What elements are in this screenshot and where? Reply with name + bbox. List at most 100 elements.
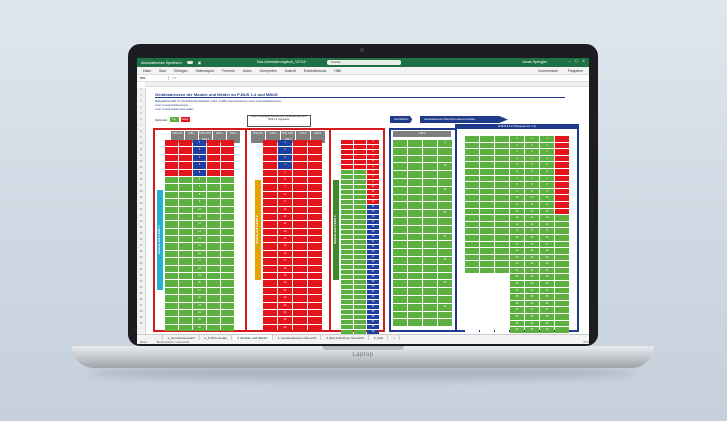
module-cell[interactable] — [165, 324, 178, 332]
menu-item[interactable]: Formeln — [222, 68, 235, 73]
module-cell[interactable] — [495, 168, 509, 175]
module-cell[interactable]: 14 — [510, 221, 524, 228]
module-cell[interactable] — [308, 147, 322, 154]
module-cell[interactable]: 24 — [278, 309, 292, 317]
module-cell[interactable]: 24 — [525, 287, 539, 294]
module-cell[interactable]: 3 — [525, 149, 539, 155]
module-cell[interactable] — [179, 309, 192, 317]
module-cell[interactable] — [341, 190, 353, 194]
module-cell[interactable] — [263, 191, 277, 199]
module-cell[interactable] — [165, 206, 178, 213]
module-cell[interactable]: 18 — [540, 248, 554, 254]
module-cell[interactable] — [408, 140, 422, 147]
module-cell[interactable]: 1 — [278, 140, 292, 147]
module-cell[interactable] — [308, 169, 322, 176]
module-cell[interactable] — [263, 147, 277, 154]
module-cell[interactable]: 31 — [367, 290, 379, 294]
module-cell[interactable]: 1 — [540, 136, 554, 142]
module-cell[interactable] — [423, 233, 437, 241]
module-cell[interactable] — [293, 309, 307, 317]
menu-item[interactable]: Entwicklertools — [303, 68, 327, 73]
module-cell[interactable]: 46 — [438, 256, 452, 264]
module-cell[interactable]: 20 — [278, 280, 292, 287]
module-cell[interactable] — [393, 280, 407, 288]
module-cell[interactable] — [495, 208, 509, 215]
module-cell[interactable] — [555, 182, 569, 188]
module-cell[interactable] — [341, 325, 353, 329]
module-cell[interactable] — [341, 290, 353, 294]
module-cell[interactable] — [393, 163, 407, 171]
module-cell[interactable]: 11 — [510, 201, 524, 208]
module-cell[interactable] — [293, 228, 307, 236]
module-cell[interactable] — [341, 310, 353, 314]
close-icon[interactable]: ✕ — [581, 59, 585, 63]
module-cell[interactable] — [308, 162, 322, 169]
module-cell[interactable]: 28 — [367, 275, 379, 279]
module-cell[interactable] — [179, 191, 192, 199]
minimize-icon[interactable]: – — [568, 59, 571, 63]
menu-item[interactable]: Ansicht — [284, 68, 296, 73]
module-cell[interactable] — [423, 186, 437, 194]
module-cell[interactable] — [207, 199, 220, 206]
module-cell[interactable]: 13 — [525, 215, 539, 221]
module-cell[interactable] — [293, 184, 307, 191]
module-cell[interactable] — [408, 264, 422, 272]
module-cell[interactable] — [221, 228, 234, 236]
module-cell[interactable] — [263, 213, 277, 221]
module-cell[interactable] — [341, 205, 353, 209]
module-cell[interactable]: 19 — [193, 273, 206, 280]
module-cell[interactable] — [341, 280, 353, 284]
module-cell[interactable] — [423, 319, 437, 327]
module-cell[interactable] — [293, 258, 307, 265]
module-cell[interactable]: 2 — [540, 142, 554, 149]
module-cell[interactable]: 15 — [193, 243, 206, 250]
module-cell[interactable] — [165, 258, 178, 265]
module-cell[interactable]: 18 — [193, 265, 206, 273]
module-cell[interactable] — [495, 175, 509, 182]
module-cell[interactable] — [354, 290, 366, 294]
module-cell[interactable] — [438, 225, 452, 233]
module-cell[interactable] — [221, 213, 234, 221]
module-cell[interactable]: 25 — [278, 317, 292, 324]
module-cell[interactable] — [354, 280, 366, 284]
module-cell[interactable] — [393, 241, 407, 249]
module-cell[interactable] — [408, 147, 422, 155]
module-cell[interactable]: 27 — [540, 307, 554, 314]
module-cell[interactable]: 21 — [525, 267, 539, 274]
module-cell[interactable] — [480, 261, 494, 267]
module-cell[interactable] — [165, 309, 178, 317]
module-cell[interactable] — [179, 302, 192, 309]
module-cell[interactable] — [465, 294, 479, 300]
module-cell[interactable]: 7 — [367, 170, 379, 174]
module-cell[interactable] — [293, 280, 307, 287]
module-cell[interactable] — [423, 295, 437, 303]
module-cell[interactable] — [308, 243, 322, 250]
module-cell[interactable] — [263, 184, 277, 191]
module-cell[interactable] — [408, 217, 422, 225]
module-cell[interactable] — [207, 184, 220, 191]
module-cell[interactable] — [207, 265, 220, 273]
module-cell[interactable] — [480, 234, 494, 241]
module-cell[interactable] — [341, 285, 353, 289]
module-cell[interactable] — [341, 275, 353, 279]
module-cell[interactable]: 11 — [367, 190, 379, 194]
module-cell[interactable] — [308, 154, 322, 162]
module-cell[interactable]: 38 — [367, 325, 379, 329]
zoom-level[interactable]: 75 % — [583, 340, 589, 344]
module-cell[interactable] — [221, 324, 234, 332]
module-cell[interactable] — [423, 171, 437, 178]
module-cell[interactable] — [179, 147, 192, 154]
module-cell[interactable] — [480, 155, 494, 162]
module-cell[interactable] — [341, 195, 353, 199]
module-cell[interactable] — [408, 319, 422, 327]
module-cell[interactable] — [341, 160, 353, 164]
module-cell[interactable] — [263, 250, 277, 258]
module-cell[interactable] — [495, 320, 509, 327]
module-cell[interactable]: 24 — [193, 309, 206, 317]
module-cell[interactable]: 16 — [525, 234, 539, 241]
module-cell[interactable]: 19 — [367, 230, 379, 234]
user-name[interactable]: Jonas Spengler — [522, 60, 547, 64]
module-cell[interactable] — [465, 221, 479, 228]
module-cell[interactable] — [341, 215, 353, 219]
autosave-toggle[interactable] — [186, 61, 193, 64]
